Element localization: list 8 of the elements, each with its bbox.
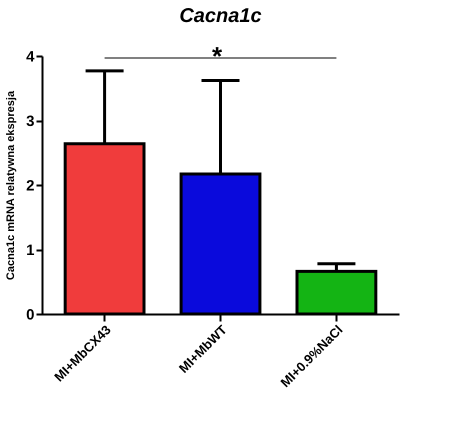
chart-title: Cacna1c <box>179 5 262 27</box>
y-tick-label: 3 <box>26 113 34 130</box>
annotation: * <box>212 41 223 71</box>
y-tick-label: 1 <box>26 242 34 259</box>
y-tick-label: 2 <box>26 178 34 194</box>
y-tick-label: 4 <box>26 48 36 66</box>
y-axis-title: Cacna1c mRNA relatywna ekspresja <box>5 90 18 280</box>
y-tick-label: 0 <box>26 306 34 324</box>
